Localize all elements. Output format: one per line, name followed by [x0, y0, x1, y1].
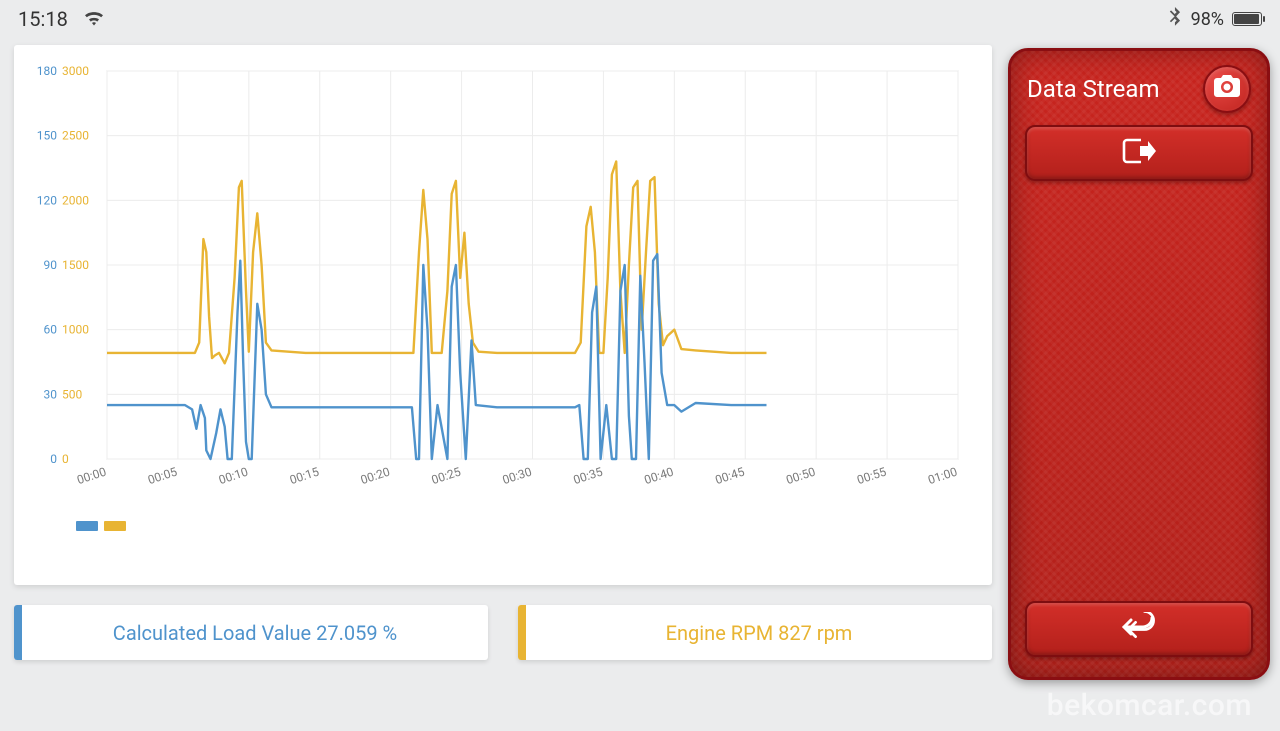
svg-text:1000: 1000 [62, 323, 89, 337]
svg-text:2500: 2500 [62, 129, 89, 143]
svg-text:00:45: 00:45 [713, 464, 746, 487]
camera-icon [1214, 75, 1240, 103]
chart-legend [76, 521, 974, 531]
svg-text:00:35: 00:35 [572, 464, 605, 487]
back-icon [1119, 612, 1159, 646]
svg-text:00:20: 00:20 [359, 464, 392, 487]
svg-text:00:50: 00:50 [784, 464, 817, 487]
status-bar: 15:18 98% [0, 0, 1280, 38]
svg-text:00:30: 00:30 [501, 464, 534, 487]
svg-text:180: 180 [37, 64, 57, 78]
svg-text:120: 120 [37, 193, 57, 207]
value-label: Engine RPM 827 rpm [526, 621, 992, 645]
back-button[interactable] [1025, 601, 1253, 657]
battery-icon [1232, 12, 1262, 26]
svg-text:30: 30 [44, 387, 58, 401]
svg-text:3000: 3000 [62, 64, 89, 78]
svg-text:500: 500 [62, 387, 82, 401]
battery-percent: 98% [1191, 9, 1224, 30]
svg-text:2000: 2000 [62, 193, 89, 207]
svg-text:00:15: 00:15 [288, 464, 321, 487]
clock: 15:18 [18, 7, 68, 31]
panel-title: Data Stream [1027, 75, 1160, 103]
watermark: bekomcar.com [1047, 688, 1252, 723]
svg-text:0: 0 [50, 452, 57, 466]
svg-text:1500: 1500 [62, 258, 89, 272]
export-button[interactable] [1025, 125, 1253, 181]
value-card-rpm: Engine RPM 827 rpm [518, 605, 992, 660]
value-label: Calculated Load Value 27.059 % [22, 621, 488, 645]
side-panel: Data Stream [1008, 48, 1270, 680]
bluetooth-icon [1169, 7, 1183, 32]
svg-text:60: 60 [44, 323, 58, 337]
svg-text:90: 90 [44, 258, 58, 272]
svg-text:00:05: 00:05 [146, 464, 179, 487]
screenshot-button[interactable] [1203, 65, 1251, 113]
legend-swatch-load [76, 521, 98, 531]
svg-text:00:10: 00:10 [217, 464, 250, 487]
chart-panel: 00:00 00:05 00:10 00:15 00:20 00:25 00:30 00:35… [14, 45, 992, 585]
svg-text:00:25: 00:25 [430, 464, 463, 487]
wifi-icon [82, 7, 106, 31]
export-icon [1121, 136, 1157, 170]
value-accent [518, 605, 526, 660]
svg-text:01:00: 01:00 [926, 464, 959, 487]
legend-swatch-rpm [104, 521, 126, 531]
data-stream-chart: 00:00 00:05 00:10 00:15 00:20 00:25 00:30 00:35… [32, 59, 974, 519]
value-accent [14, 605, 22, 660]
value-card-load: Calculated Load Value 27.059 % [14, 605, 488, 660]
svg-text:00:00: 00:00 [75, 464, 108, 487]
svg-text:00:40: 00:40 [643, 464, 676, 487]
svg-text:150: 150 [37, 129, 57, 143]
svg-text:0: 0 [62, 452, 69, 466]
svg-text:00:55: 00:55 [855, 464, 888, 487]
